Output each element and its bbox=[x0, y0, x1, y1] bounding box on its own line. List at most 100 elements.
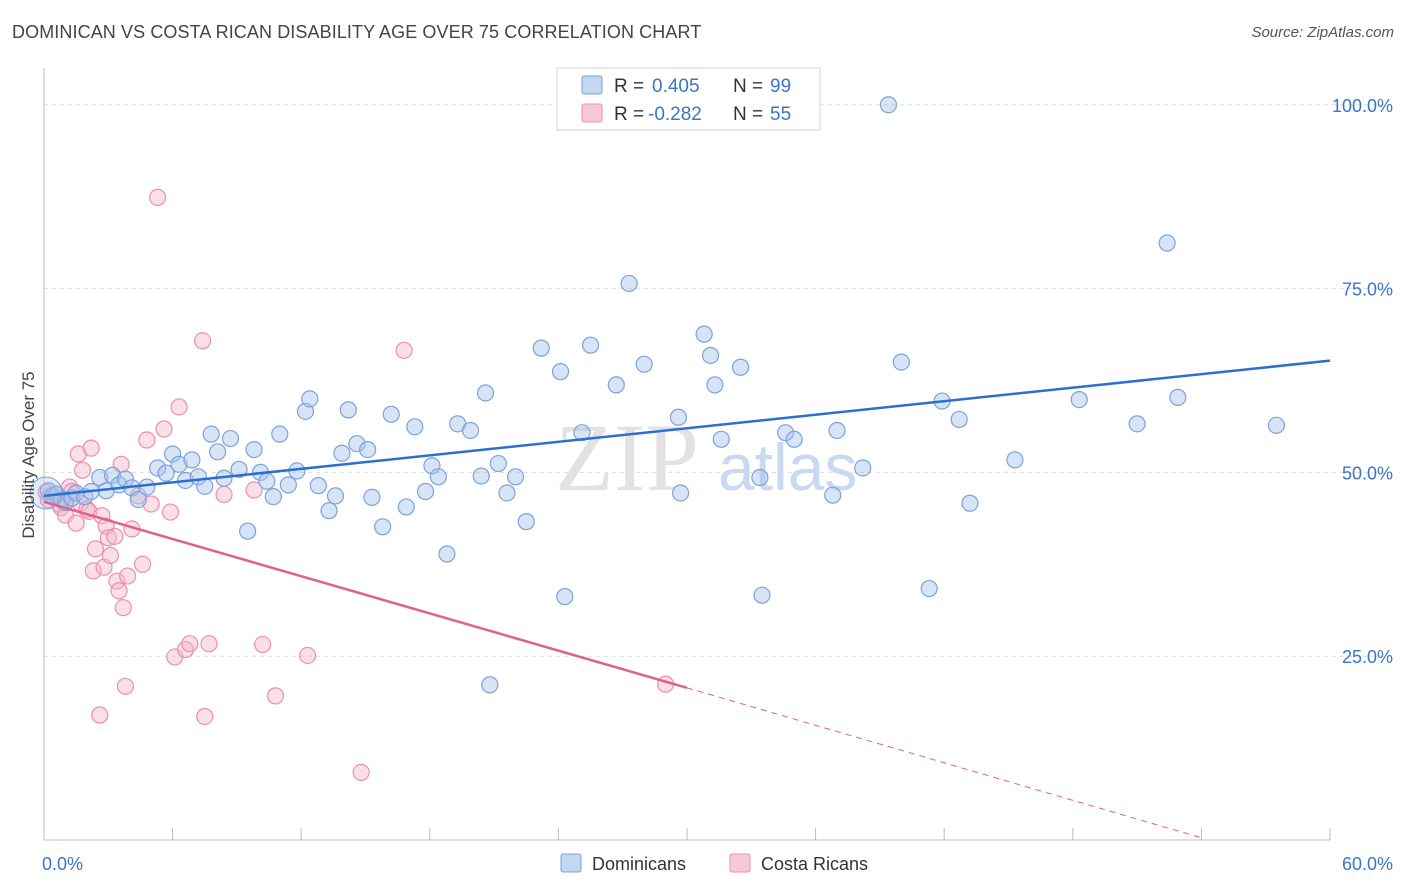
stats-legend: R = 0.405 N = 99 R = -0.282 N = 55 bbox=[556, 67, 821, 131]
watermark-atlas: atlas bbox=[718, 430, 857, 504]
costa-rican-point bbox=[170, 398, 188, 416]
costa-ricans-trend-extension bbox=[686, 687, 1202, 839]
dominican-point bbox=[209, 443, 227, 461]
dominican-point bbox=[1070, 390, 1088, 409]
dominican-point bbox=[671, 484, 690, 502]
dominican-point bbox=[333, 444, 351, 462]
dominican-point bbox=[532, 339, 550, 357]
dominican-point bbox=[301, 390, 319, 408]
costa-rican-point bbox=[161, 503, 180, 521]
trend-lines bbox=[43, 359, 1331, 839]
bottom-legend-dominicans: Dominicans bbox=[592, 854, 686, 874]
legend-r-value-2: -0.282 bbox=[648, 104, 702, 125]
costa-rican-point bbox=[395, 341, 413, 359]
series-legend: Dominicans Costa Ricans bbox=[560, 853, 868, 874]
dominican-point bbox=[824, 486, 842, 504]
watermark-zip: ZIP bbox=[555, 404, 699, 511]
dominican-point bbox=[498, 484, 516, 502]
dominican-point bbox=[950, 410, 968, 429]
y-tick-label: 75.0% bbox=[1342, 280, 1393, 300]
dominican-point bbox=[701, 346, 720, 365]
legend-n-value-1: 99 bbox=[770, 76, 791, 97]
costa-rican-point bbox=[84, 562, 102, 580]
dominican-point bbox=[320, 502, 338, 520]
dominican-point bbox=[202, 425, 220, 443]
dominican-point bbox=[961, 494, 979, 512]
dominican-point bbox=[271, 425, 289, 443]
dominican-point bbox=[326, 487, 345, 505]
dominican-point bbox=[438, 545, 456, 563]
dominican-point bbox=[879, 96, 898, 114]
source-label: Source: ZipAtlas.com bbox=[1251, 24, 1394, 41]
dominican-point bbox=[920, 579, 938, 598]
dominican-point bbox=[406, 418, 424, 436]
costa-rican-point bbox=[118, 567, 137, 585]
dominican-point bbox=[429, 468, 447, 486]
dominican-point bbox=[669, 408, 688, 426]
dominican-point bbox=[1169, 388, 1187, 406]
costa-rican-point bbox=[86, 540, 105, 558]
costa-rican-point bbox=[215, 485, 233, 504]
legend-r-label-1: R = bbox=[614, 76, 644, 97]
dominican-point bbox=[359, 440, 377, 459]
legend-r-label-2: R = bbox=[614, 104, 644, 125]
dominican-point bbox=[239, 522, 257, 540]
y-tick-label: 100.0% bbox=[1332, 96, 1393, 116]
dominican-point bbox=[264, 488, 282, 506]
bottom-legend-swatch-dominicans bbox=[560, 853, 582, 873]
dominican-point bbox=[230, 460, 248, 479]
costa-rican-point bbox=[181, 635, 199, 653]
costa-rican-point bbox=[106, 527, 124, 545]
legend-n-label-1: N = bbox=[733, 76, 763, 97]
dominican-point bbox=[374, 518, 392, 536]
axis-labels: 25.0% 50.0% 75.0% 100.0% 0.0% 60.0% Disability… bbox=[19, 96, 1393, 874]
dominican-point bbox=[157, 464, 175, 482]
dominican-point bbox=[103, 466, 122, 484]
dominican-point bbox=[635, 355, 653, 373]
costa-rican-point bbox=[67, 514, 85, 532]
costa-rican-point bbox=[73, 461, 92, 479]
dominican-point bbox=[776, 424, 795, 442]
dominican-point bbox=[712, 430, 730, 448]
costa-rican-point bbox=[254, 635, 272, 654]
y-tick-label: 25.0% bbox=[1342, 647, 1393, 667]
dominicans-points bbox=[29, 96, 1286, 694]
dominican-point bbox=[785, 430, 803, 448]
dominican-point bbox=[892, 353, 910, 371]
costa-rican-point bbox=[82, 439, 100, 457]
dominican-point bbox=[461, 421, 480, 440]
costa-rican-point bbox=[155, 420, 173, 438]
costa-rican-point bbox=[245, 481, 263, 499]
dominican-point bbox=[620, 274, 638, 293]
x-tick-label-max: 60.0% bbox=[1342, 854, 1393, 874]
dominican-point bbox=[348, 435, 366, 453]
dominican-point bbox=[517, 513, 535, 531]
dominican-point bbox=[828, 421, 846, 440]
dominican-point bbox=[245, 440, 263, 459]
legend-r-value-1: 0.405 bbox=[652, 76, 700, 97]
dominican-point bbox=[382, 405, 400, 423]
dominican-point bbox=[138, 478, 156, 496]
dominican-point bbox=[416, 482, 435, 501]
dominican-point bbox=[1006, 451, 1024, 469]
dominican-point bbox=[489, 454, 507, 473]
dominican-point bbox=[129, 490, 147, 509]
dominican-point bbox=[363, 488, 381, 506]
dominican-point bbox=[279, 476, 297, 494]
costa-rican-point bbox=[148, 188, 167, 207]
dominican-point bbox=[476, 384, 495, 402]
dominican-point bbox=[339, 401, 357, 419]
costa-rican-point bbox=[138, 431, 156, 449]
costa-rican-point bbox=[200, 635, 218, 653]
dominican-point bbox=[397, 498, 415, 516]
costa-rican-point bbox=[352, 763, 370, 781]
costa-rican-point bbox=[110, 582, 128, 600]
dominican-point bbox=[753, 586, 771, 604]
bottom-legend-costa-ricans: Costa Ricans bbox=[761, 854, 868, 874]
bottom-legend-swatch-costa-ricans bbox=[729, 853, 751, 873]
dominican-point bbox=[607, 376, 625, 394]
dominican-point bbox=[221, 429, 240, 448]
costa-rican-point bbox=[142, 495, 160, 513]
dominican-point bbox=[309, 477, 327, 495]
